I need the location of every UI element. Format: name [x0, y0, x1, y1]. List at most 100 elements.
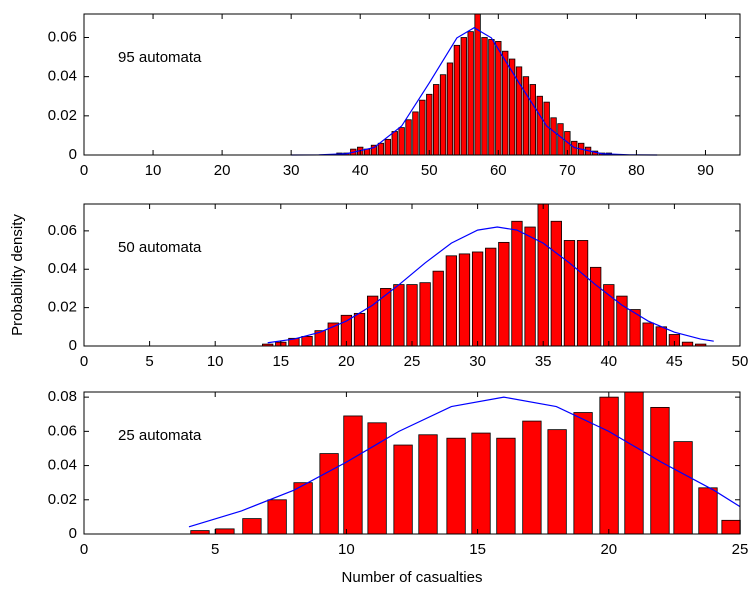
bar	[419, 282, 431, 347]
x-tick-label: 90	[697, 162, 714, 179]
bar	[681, 341, 694, 347]
y-tick-label: 0.04	[48, 260, 77, 277]
bar	[439, 74, 447, 156]
x-tick-label: 40	[352, 162, 369, 179]
x-axis-label: Number of casualties	[342, 569, 483, 586]
bar	[550, 117, 557, 156]
y-tick-label: 0.02	[48, 107, 77, 124]
bar	[419, 99, 426, 156]
bar	[543, 101, 550, 156]
x-tick-label: 20	[214, 162, 231, 179]
subplot: 0 5 10 15 20 25 0 0.02 0.04 0.06 0.08 25 automata Nu…	[48, 388, 749, 586]
bar	[445, 255, 458, 347]
y-tick-label: 0.02	[48, 299, 77, 316]
bar	[488, 39, 495, 156]
bar	[547, 429, 567, 535]
bar	[616, 295, 628, 347]
bar	[529, 84, 537, 156]
bar	[267, 499, 287, 535]
x-tick-label: 30	[469, 353, 486, 370]
bar	[508, 58, 516, 156]
bar	[453, 44, 461, 156]
fit-curve	[291, 27, 658, 156]
x-tick-label: 35	[535, 353, 552, 370]
bar	[432, 270, 444, 347]
bar	[655, 326, 667, 347]
x-tick-label: 50	[421, 162, 438, 179]
x-tick-label: 25	[732, 541, 749, 558]
bar	[393, 284, 405, 347]
bar	[481, 37, 488, 156]
bar	[550, 220, 562, 347]
x-tick-label: 0	[80, 353, 88, 370]
bar	[502, 50, 509, 156]
bar	[301, 336, 313, 347]
annotation: 50 automata	[118, 239, 202, 256]
bar	[215, 528, 235, 535]
x-tick-label: 15	[272, 353, 289, 370]
x-tick-label: 70	[559, 162, 576, 179]
y-tick-label: 0.08	[48, 388, 77, 405]
subplot: 0 5 10 15 20 25 30 35 40 45 50 0 0.02 0.04 0.06 50 auto…	[9, 203, 748, 370]
bar	[522, 420, 542, 535]
bar	[460, 37, 467, 156]
subplot: 0 10 20 30 40 50 60 70 80 90 0 0.02 0.04 0.06 95 autom…	[48, 13, 741, 179]
x-tick-label: 0	[80, 162, 88, 179]
bar	[391, 131, 398, 156]
bar	[496, 437, 516, 535]
bar	[406, 284, 418, 347]
bar	[293, 482, 313, 535]
axes-frame	[83, 13, 741, 156]
bar	[495, 41, 502, 156]
bar	[446, 437, 466, 535]
bar	[458, 253, 471, 347]
bar	[511, 220, 523, 347]
annotation: 95 automata	[118, 49, 202, 66]
bar	[242, 518, 262, 535]
bar	[576, 240, 589, 347]
fit-curve	[267, 226, 714, 344]
y-tick-label: 0	[69, 337, 77, 354]
bar	[624, 391, 644, 535]
bar	[393, 444, 413, 535]
fit-curve	[188, 396, 741, 528]
x-tick-label: 0	[80, 541, 88, 558]
bar	[485, 247, 497, 347]
y-tick-label: 0.06	[48, 28, 77, 45]
bar	[557, 123, 564, 156]
x-tick-label: 80	[628, 162, 645, 179]
bar	[418, 434, 438, 535]
x-tick-label: 5	[211, 541, 219, 558]
axes-frame	[83, 391, 741, 535]
bar	[698, 487, 718, 535]
bar	[405, 119, 412, 156]
bar	[522, 76, 530, 156]
bar	[190, 530, 210, 535]
x-tick-label: 60	[490, 162, 507, 179]
bar	[367, 422, 387, 535]
x-tick-label: 10	[338, 541, 355, 558]
x-tick-label: 15	[469, 541, 486, 558]
bar	[590, 266, 602, 347]
bar	[721, 519, 741, 535]
y-axis-label: Probability density	[9, 214, 26, 336]
bar	[343, 415, 363, 535]
bar	[433, 84, 440, 156]
bar	[642, 322, 654, 347]
x-tick-label: 10	[145, 162, 162, 179]
annotation: 25 automata	[118, 427, 202, 444]
bar	[353, 312, 366, 347]
y-tick-label: 0.06	[48, 222, 77, 239]
bar	[536, 95, 543, 156]
x-tick-label: 5	[145, 353, 153, 370]
x-tick-label: 25	[404, 353, 421, 370]
bar	[377, 142, 385, 156]
bar	[471, 251, 484, 347]
bar	[498, 241, 510, 347]
y-tick-label: 0.04	[48, 457, 77, 474]
y-tick-label: 0	[69, 146, 77, 163]
x-tick-label: 20	[600, 541, 617, 558]
bar	[398, 127, 405, 156]
bar	[603, 284, 615, 347]
